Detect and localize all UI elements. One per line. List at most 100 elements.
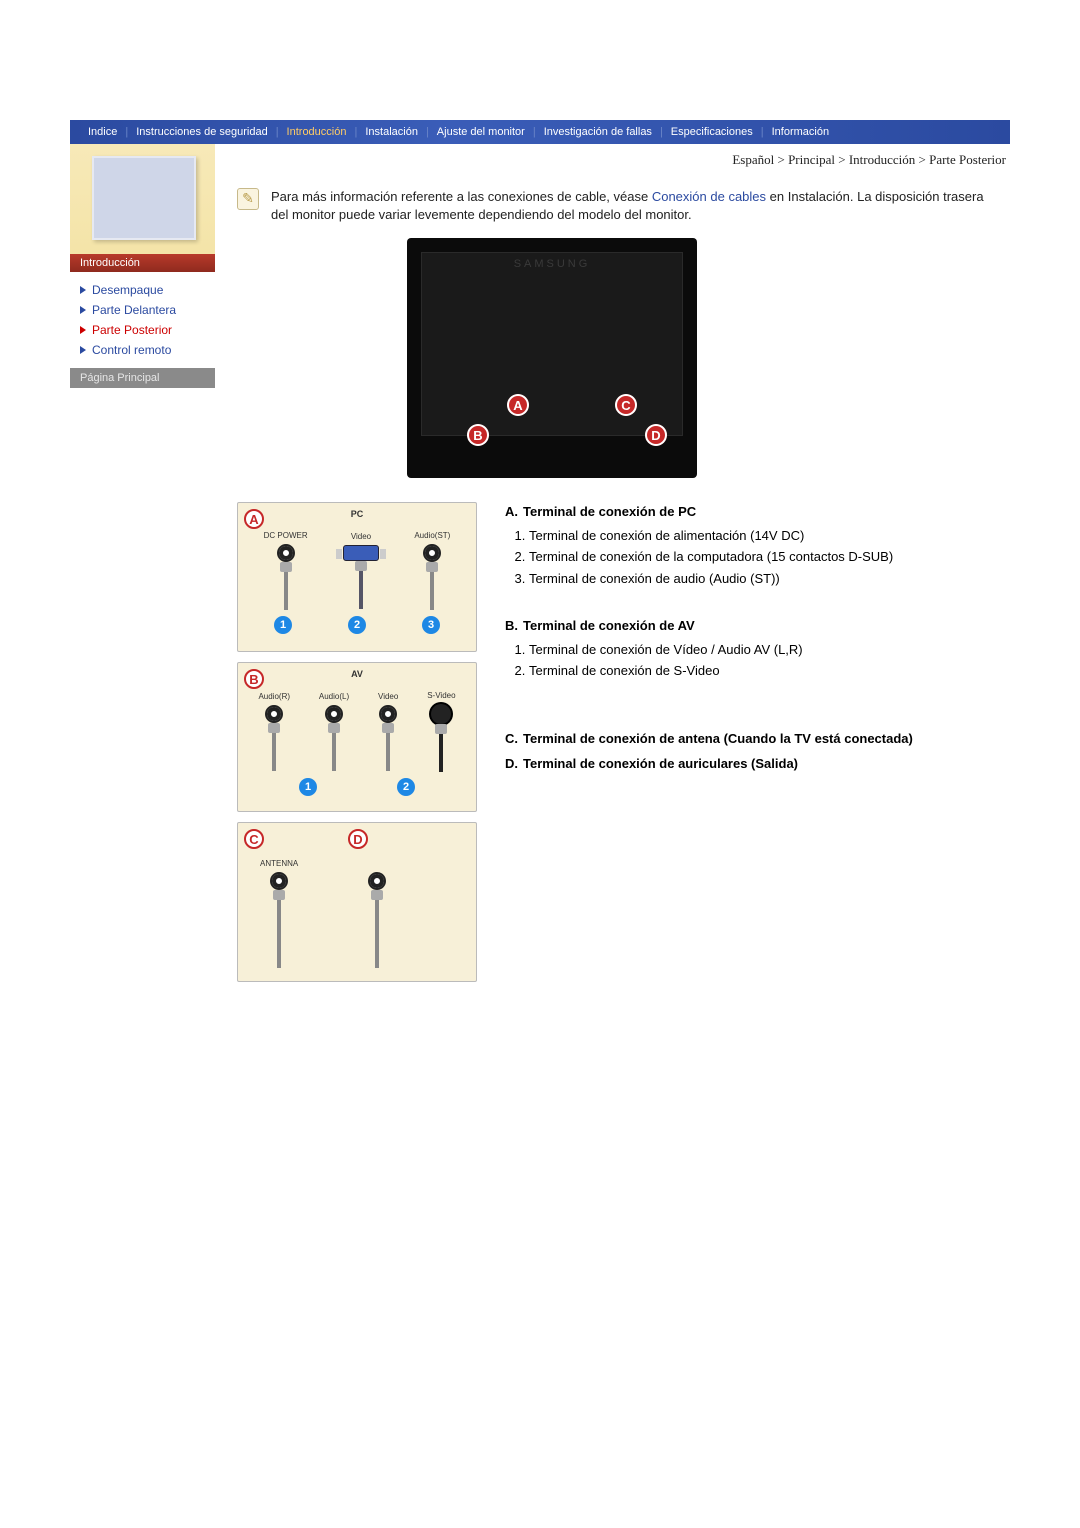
port-icon bbox=[423, 544, 441, 562]
diagram-a: A PC DC POWER Video Audio(ST) 1 2 3 bbox=[237, 502, 477, 652]
sidebar-links: Desempaque Parte Delantera Parte Posteri… bbox=[70, 272, 215, 368]
port-label bbox=[376, 859, 378, 868]
monitor-brand: SAMSUNG bbox=[514, 258, 591, 270]
nav-sep: | bbox=[352, 126, 359, 138]
section-title: Terminal de conexión de AV bbox=[523, 618, 695, 633]
sidebar-link-label[interactable]: Parte Delantera bbox=[92, 303, 176, 317]
diagram-letter: A bbox=[244, 509, 264, 529]
port-label: Video bbox=[351, 532, 371, 541]
plug-icon bbox=[375, 898, 379, 968]
plug-icon bbox=[359, 569, 363, 609]
port-icon bbox=[277, 544, 295, 562]
nav-sep: | bbox=[123, 126, 130, 138]
top-nav: Indice| Instrucciones de seguridad| Intr… bbox=[70, 120, 1010, 144]
section-c: C.Terminal de conexión de antena (Cuando… bbox=[505, 729, 1010, 749]
list-item: Terminal de conexión de la computadora (… bbox=[529, 547, 1010, 567]
port-icon bbox=[270, 872, 288, 890]
section-title: Terminal de conexión de auriculares (Sal… bbox=[523, 756, 798, 771]
sidebar: Introducción Desempaque Parte Delantera … bbox=[70, 144, 215, 982]
list-item: Terminal de conexión de alimentación (14… bbox=[529, 526, 1010, 546]
plug-icon bbox=[439, 732, 443, 772]
port-label: Audio(ST) bbox=[414, 531, 450, 540]
info-icon: ✎ bbox=[237, 188, 259, 210]
sidebar-link[interactable]: Desempaque bbox=[80, 280, 209, 300]
nav-sep: | bbox=[658, 126, 665, 138]
port-icon bbox=[325, 705, 343, 723]
breadcrumb: Español > Principal > Introducción > Par… bbox=[237, 144, 1010, 188]
section-title: Terminal de conexión de antena (Cuando l… bbox=[523, 731, 913, 746]
sidebar-link-active[interactable]: Parte Posterior bbox=[80, 320, 209, 340]
diagram-column: A PC DC POWER Video Audio(ST) 1 2 3 bbox=[237, 502, 477, 982]
diagram-letter: B bbox=[244, 669, 264, 689]
list-item: Terminal de conexión de S-Video bbox=[529, 661, 1010, 681]
nav-sep: | bbox=[274, 126, 281, 138]
monitor-rear-image: SAMSUNG A B C D bbox=[407, 238, 697, 478]
nav-item[interactable]: Especificaciones bbox=[665, 126, 759, 138]
section-label: D. bbox=[505, 754, 523, 774]
port-label: Audio(L) bbox=[319, 692, 349, 701]
nav-item[interactable]: Investigación de fallas bbox=[538, 126, 658, 138]
sidebar-link-label[interactable]: Parte Posterior bbox=[92, 323, 172, 337]
vga-port-icon bbox=[343, 545, 379, 561]
number-badge: 1 bbox=[299, 778, 317, 796]
port-label: Video bbox=[378, 692, 398, 701]
list-item: Terminal de conexión de audio (Audio (ST… bbox=[529, 569, 1010, 589]
svideo-port-icon bbox=[431, 704, 451, 724]
port-label: S-Video bbox=[427, 691, 455, 700]
plug-icon bbox=[272, 731, 276, 771]
number-badge: 2 bbox=[348, 616, 366, 634]
nav-sep: | bbox=[531, 126, 538, 138]
nav-sep: | bbox=[424, 126, 431, 138]
section-b: B.Terminal de conexión de AV Terminal de… bbox=[505, 616, 1010, 681]
nav-item[interactable]: Instalación bbox=[359, 126, 424, 138]
diagram-b: B AV Audio(R) Audio(L) Video S-Video 1 2 bbox=[237, 662, 477, 812]
nav-item[interactable]: Información bbox=[766, 126, 835, 138]
section-label: A. bbox=[505, 502, 523, 522]
port-label: ANTENNA bbox=[260, 859, 298, 868]
plug-icon bbox=[332, 731, 336, 771]
diagram-cd: C D ANTENNA bbox=[237, 822, 477, 982]
intro-text: Para más información referente a las con… bbox=[271, 189, 652, 204]
badge-b: B bbox=[467, 424, 489, 446]
plug-icon bbox=[277, 898, 281, 968]
diagram-group-label: PC bbox=[351, 509, 364, 519]
descriptions: A.Terminal de conexión de PC Terminal de… bbox=[505, 502, 1010, 982]
sidebar-thumbnail bbox=[70, 144, 215, 254]
sidebar-footer[interactable]: Página Principal bbox=[70, 368, 215, 388]
section-label: C. bbox=[505, 729, 523, 749]
plug-icon bbox=[284, 570, 288, 610]
nav-item-active[interactable]: Introducción bbox=[281, 126, 353, 138]
triangle-icon bbox=[80, 346, 86, 354]
port-icon bbox=[368, 872, 386, 890]
nav-item[interactable]: Instrucciones de seguridad bbox=[130, 126, 273, 138]
sidebar-link[interactable]: Control remoto bbox=[80, 340, 209, 360]
intro-link[interactable]: Conexión de cables bbox=[652, 189, 766, 204]
number-badge: 3 bbox=[422, 616, 440, 634]
plug-icon bbox=[386, 731, 390, 771]
nav-item[interactable]: Indice bbox=[82, 126, 123, 138]
nav-sep: | bbox=[759, 126, 766, 138]
sidebar-link-label[interactable]: Control remoto bbox=[92, 343, 171, 357]
port-label: Audio(R) bbox=[258, 692, 290, 701]
triangle-icon bbox=[80, 326, 86, 334]
triangle-icon bbox=[80, 306, 86, 314]
intro-paragraph: ✎ Para más información referente a las c… bbox=[237, 188, 1010, 224]
sidebar-section-label: Introducción bbox=[70, 254, 215, 272]
diagram-letter: C bbox=[244, 829, 264, 849]
sidebar-link[interactable]: Parte Delantera bbox=[80, 300, 209, 320]
diagram-group-label: AV bbox=[351, 669, 363, 679]
section-a: A.Terminal de conexión de PC Terminal de… bbox=[505, 502, 1010, 588]
port-icon bbox=[379, 705, 397, 723]
number-badge: 2 bbox=[397, 778, 415, 796]
section-label: B. bbox=[505, 616, 523, 636]
sidebar-link-label[interactable]: Desempaque bbox=[92, 283, 163, 297]
diagram-letter: D bbox=[348, 829, 368, 849]
plug-icon bbox=[430, 570, 434, 610]
section-d: D.Terminal de conexión de auriculares (S… bbox=[505, 754, 1010, 774]
badge-d: D bbox=[645, 424, 667, 446]
number-badge: 1 bbox=[274, 616, 292, 634]
port-icon bbox=[265, 705, 283, 723]
nav-item[interactable]: Ajuste del monitor bbox=[431, 126, 531, 138]
port-label: DC POWER bbox=[264, 531, 308, 540]
list-item: Terminal de conexión de Vídeo / Audio AV… bbox=[529, 640, 1010, 660]
